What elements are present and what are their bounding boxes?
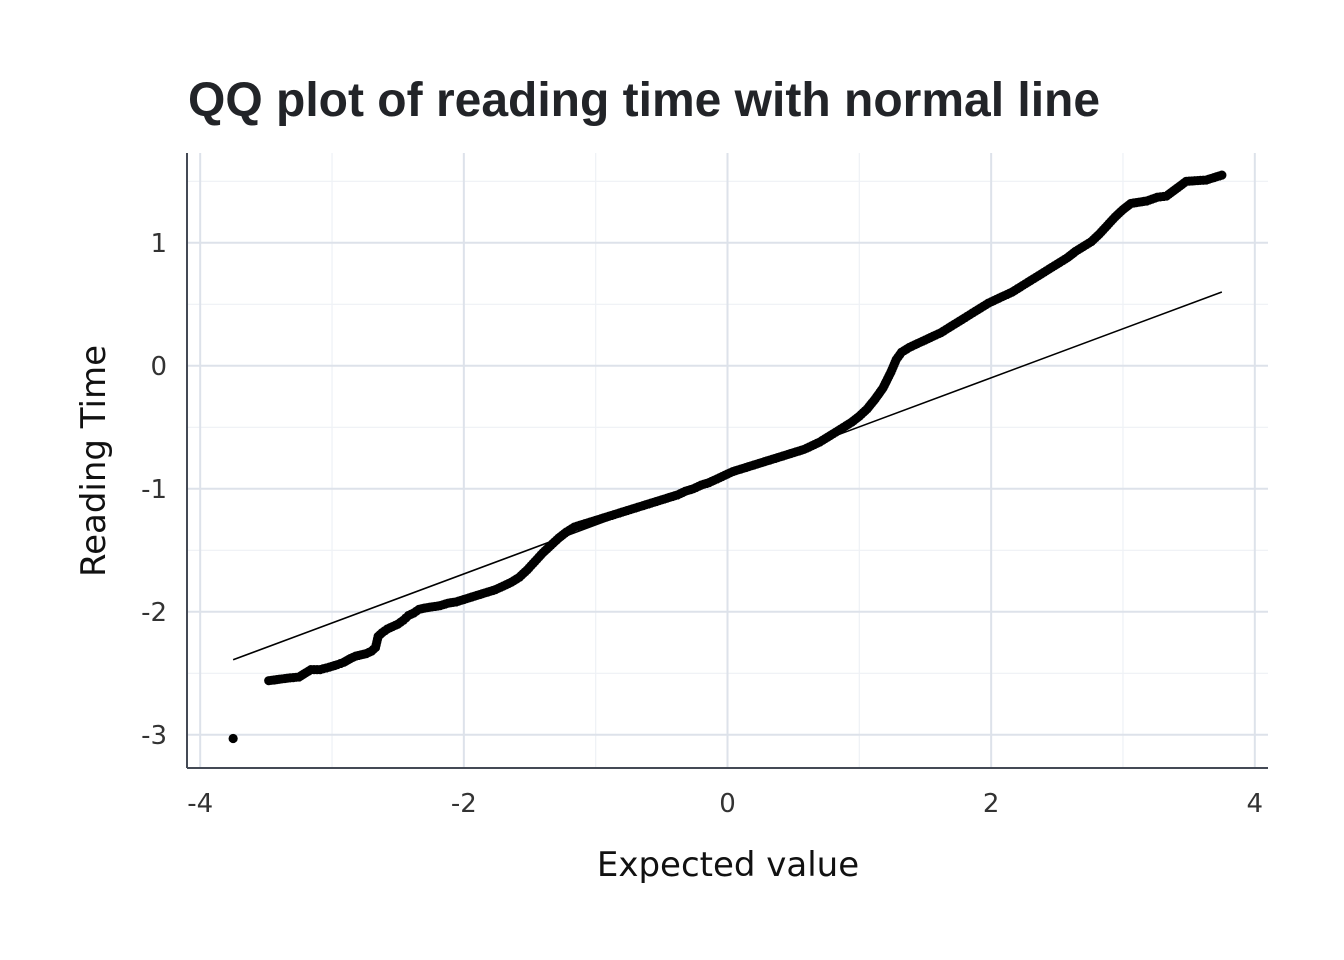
x-tick-label: 0 xyxy=(719,789,736,819)
data-point xyxy=(228,733,238,744)
y-tick-label: 0 xyxy=(150,352,167,382)
x-tick-label: 2 xyxy=(983,789,1000,819)
y-tick-label: -2 xyxy=(141,598,167,628)
y-axis-title: Reading Time xyxy=(74,345,114,577)
chart-title: QQ plot of reading time with normal line xyxy=(188,74,1100,127)
grid xyxy=(187,153,1268,768)
x-tick-label: 4 xyxy=(1247,789,1264,819)
x-tick-label: -2 xyxy=(451,789,477,819)
x-axis-title: Expected value xyxy=(597,845,859,885)
data-points xyxy=(228,170,1227,744)
data-point xyxy=(1217,170,1227,180)
y-tick-label: 1 xyxy=(150,229,167,259)
y-tick-labels: -3 -2 -1 0 1 xyxy=(141,229,167,751)
x-tick-label: -4 xyxy=(187,789,213,819)
y-tick-label: -1 xyxy=(141,475,167,505)
x-tick-labels: -4 -2 0 2 4 xyxy=(187,789,1263,819)
y-tick-label: -3 xyxy=(141,721,167,751)
